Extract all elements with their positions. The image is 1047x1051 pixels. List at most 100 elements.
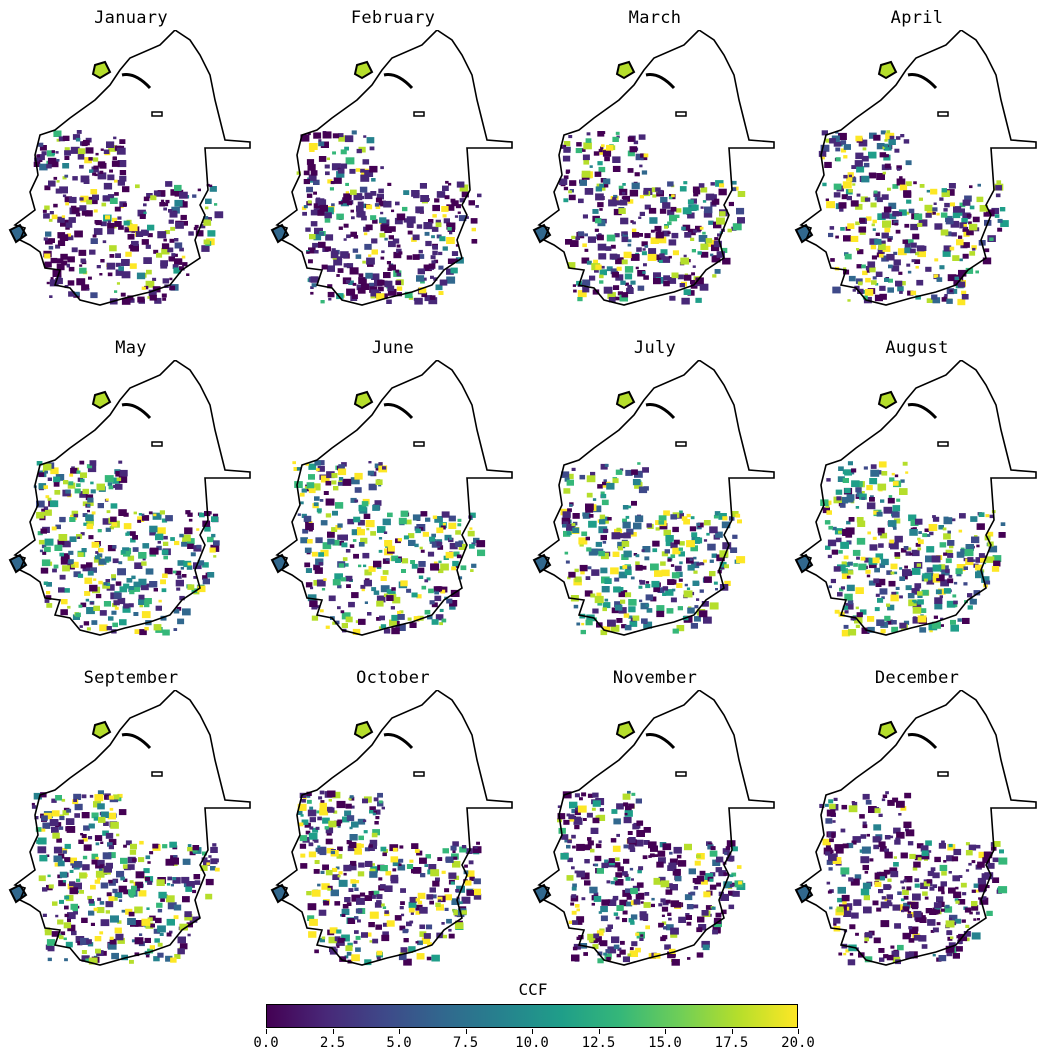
island-shape bbox=[794, 223, 814, 244]
panel-title: May bbox=[115, 338, 147, 358]
boundary-outline bbox=[13, 30, 251, 306]
lake-shape bbox=[937, 771, 949, 777]
colorbar-label: CCF bbox=[518, 980, 548, 999]
lake-shape bbox=[151, 111, 163, 117]
ccf-field bbox=[560, 462, 746, 636]
map-canvas bbox=[794, 360, 1037, 637]
boundary-outline bbox=[275, 30, 513, 306]
island-shape bbox=[91, 720, 112, 740]
island-shape bbox=[91, 60, 112, 80]
river-line bbox=[907, 733, 938, 750]
lake-shape bbox=[413, 441, 425, 447]
ccf-field bbox=[31, 790, 220, 965]
panel-title: February bbox=[350, 8, 436, 28]
map-panel-may: May bbox=[0, 330, 262, 660]
lake-shape bbox=[675, 111, 687, 117]
river-line bbox=[645, 73, 676, 90]
colorbar-tick bbox=[465, 1029, 467, 1034]
map-canvas bbox=[532, 360, 775, 636]
island-shape bbox=[8, 223, 28, 244]
lake-shape bbox=[413, 111, 425, 117]
island-shape bbox=[532, 883, 552, 904]
lake-shape bbox=[937, 111, 949, 117]
map-panel-november: November bbox=[524, 660, 786, 990]
colorbar-tick bbox=[665, 1029, 666, 1034]
panel-title: October bbox=[356, 668, 430, 688]
colorbar-tick-label: 12.5 bbox=[581, 1035, 616, 1051]
map-canvas bbox=[8, 30, 251, 306]
boundary-outline bbox=[799, 30, 1037, 306]
panel-title: December bbox=[874, 668, 960, 688]
island-shape bbox=[615, 60, 636, 80]
island-shape bbox=[353, 60, 374, 80]
colorbar-tick-label: 2.5 bbox=[319, 1035, 346, 1051]
river-line bbox=[645, 733, 676, 750]
river-line bbox=[383, 733, 414, 750]
colorbar-tick-label: 0.0 bbox=[253, 1035, 279, 1051]
river-line bbox=[121, 73, 152, 90]
ccf-field bbox=[559, 131, 746, 305]
river-line bbox=[645, 403, 676, 420]
river-line bbox=[907, 403, 938, 420]
ccf-field bbox=[557, 790, 746, 966]
boundary-outline bbox=[799, 690, 1037, 966]
colorbar-gradient bbox=[266, 1004, 798, 1028]
island-shape bbox=[8, 553, 28, 574]
island-shape bbox=[794, 883, 814, 904]
map-canvas bbox=[532, 30, 775, 306]
panel-title: September bbox=[83, 668, 179, 688]
river-line bbox=[383, 73, 414, 90]
boundary-outline bbox=[537, 690, 775, 966]
boundary-outline bbox=[13, 360, 251, 636]
river-line bbox=[121, 403, 152, 420]
map-panel-august: August bbox=[786, 330, 1047, 660]
map-canvas bbox=[794, 30, 1037, 306]
island-shape bbox=[615, 390, 636, 410]
map-canvas bbox=[532, 690, 775, 966]
boundary-outline bbox=[537, 30, 775, 306]
colorbar-tick bbox=[532, 1029, 533, 1034]
lake-shape bbox=[151, 441, 163, 447]
colorbar-tick-label: 17.5 bbox=[714, 1035, 749, 1051]
map-panel-january: January bbox=[0, 0, 262, 330]
island-shape bbox=[270, 553, 290, 574]
ccf-field bbox=[819, 791, 1008, 966]
island-shape bbox=[353, 390, 374, 410]
island-shape bbox=[877, 390, 898, 410]
island-shape bbox=[615, 720, 636, 740]
ccf-field bbox=[820, 461, 1006, 637]
map-panel-july: July bbox=[524, 330, 786, 660]
boundary-outline bbox=[537, 360, 775, 636]
river-line bbox=[907, 73, 938, 90]
colorbar-tick-label: 10.0 bbox=[515, 1035, 549, 1051]
lake-shape bbox=[151, 771, 163, 777]
island-shape bbox=[877, 720, 898, 740]
boundary-outline bbox=[275, 690, 513, 966]
colorbar-tick-label: 15.0 bbox=[648, 1035, 682, 1051]
colorbar-tick bbox=[332, 1029, 334, 1034]
map-canvas bbox=[8, 690, 251, 966]
colorbar-tick bbox=[798, 1029, 799, 1034]
ccf-field bbox=[33, 460, 220, 636]
map-panel-april: April bbox=[786, 0, 1047, 330]
lake-shape bbox=[675, 441, 687, 447]
panel-title: April bbox=[890, 8, 944, 28]
lake-shape bbox=[675, 771, 687, 777]
island-shape bbox=[794, 553, 814, 574]
island-shape bbox=[91, 390, 112, 410]
lake-shape bbox=[413, 771, 425, 777]
island-shape bbox=[270, 223, 290, 244]
island-shape bbox=[532, 223, 552, 244]
map-canvas bbox=[270, 360, 513, 636]
ccf-field bbox=[296, 130, 482, 305]
map-panel-march: March bbox=[524, 0, 786, 330]
panel-title: July bbox=[633, 338, 677, 358]
map-panel-october: October bbox=[262, 660, 524, 990]
island-shape bbox=[8, 883, 28, 904]
colorbar-tick bbox=[731, 1029, 733, 1034]
colorbar-tick bbox=[266, 1029, 267, 1034]
colorbar-tick bbox=[399, 1029, 400, 1034]
river-line bbox=[121, 733, 152, 750]
island-shape bbox=[353, 720, 374, 740]
panel-title: March bbox=[628, 8, 682, 28]
